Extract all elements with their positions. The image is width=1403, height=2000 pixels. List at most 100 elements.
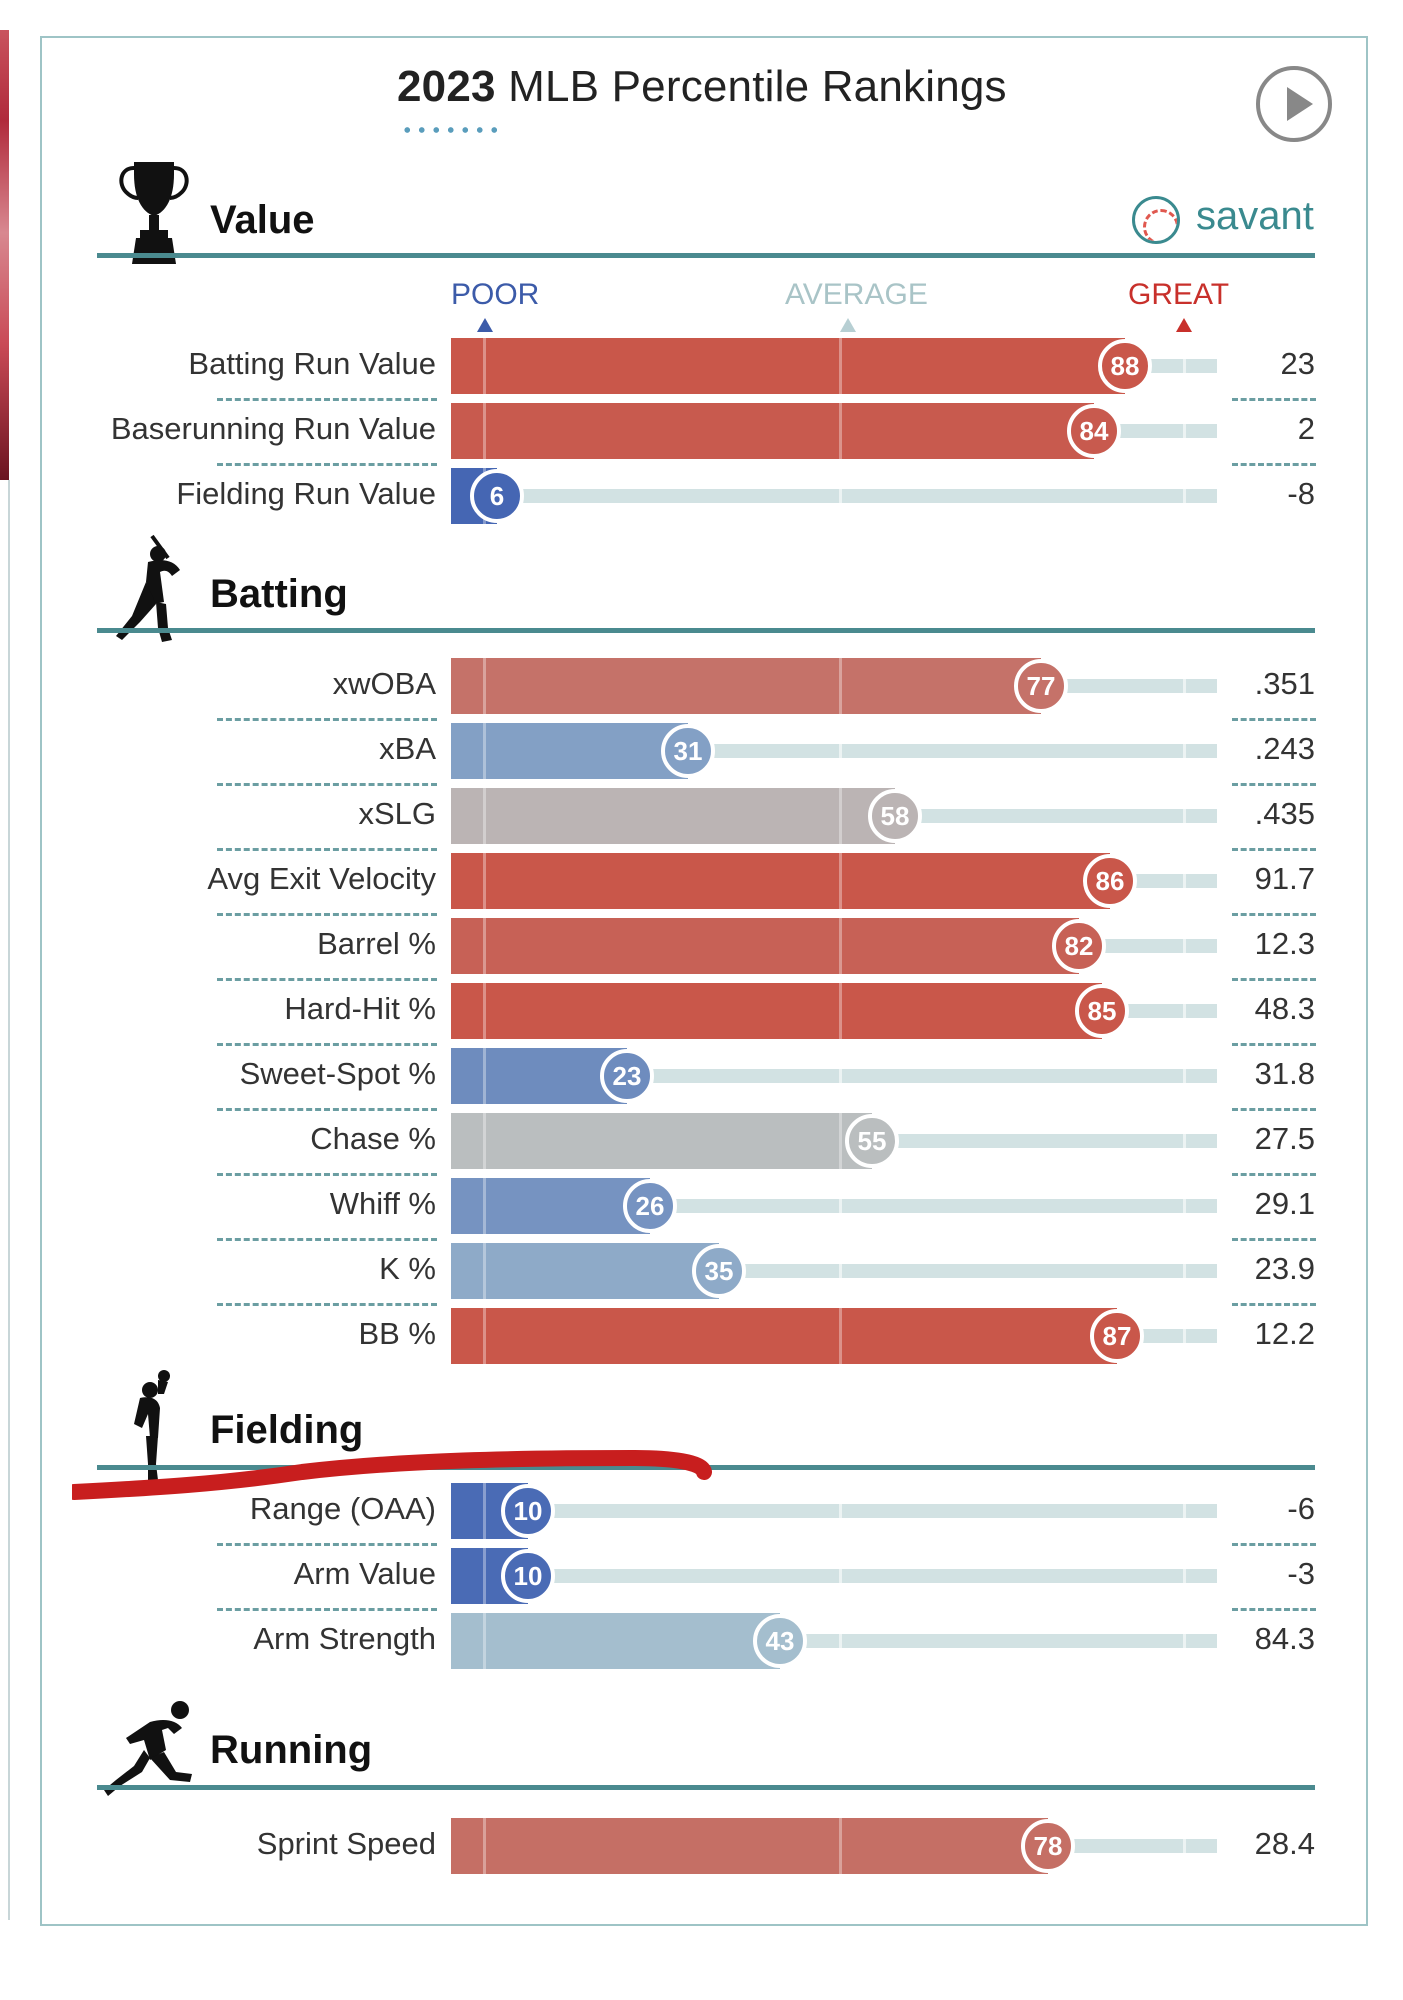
bar-tick	[839, 853, 842, 909]
track-tick	[1183, 1569, 1186, 1583]
bar-tick	[483, 723, 486, 779]
metric-row[interactable]: Hard-Hit % 48.3 85	[0, 983, 1403, 1039]
track-tick	[1183, 939, 1186, 953]
percentile-badge: 85	[1075, 984, 1129, 1038]
row-separator	[217, 913, 437, 916]
scale-label-great: GREAT	[1128, 278, 1230, 311]
metric-row[interactable]: Fielding Run Value -8 6	[0, 468, 1403, 524]
metric-value: 23	[1280, 346, 1315, 381]
track-tick	[839, 744, 842, 758]
row-separator	[1232, 978, 1316, 981]
title-dotted-underline	[400, 126, 504, 134]
percentile-bar	[451, 1308, 1117, 1364]
bar-tick	[839, 983, 842, 1039]
metric-label: xwOBA	[332, 666, 436, 701]
row-separator	[1232, 783, 1316, 786]
percentile-track	[528, 1569, 1217, 1583]
metric-row[interactable]: Arm Strength 84.3 43	[0, 1613, 1403, 1669]
percentile-badge: 43	[753, 1614, 807, 1668]
percentile-bar	[451, 983, 1102, 1039]
row-separator	[1232, 1173, 1316, 1176]
row-separator	[217, 718, 437, 721]
bar-tick	[483, 1548, 486, 1604]
metric-value: 91.7	[1254, 861, 1315, 896]
track-tick	[1183, 1839, 1186, 1853]
percentile-track	[528, 1504, 1217, 1518]
metric-row[interactable]: Avg Exit Velocity 91.7 86	[0, 853, 1403, 909]
metric-label: Whiff %	[329, 1186, 436, 1221]
percentile-badge: 10	[501, 1484, 555, 1538]
metric-row[interactable]: Sweet-Spot % 31.8 23	[0, 1048, 1403, 1104]
bar-tick	[839, 918, 842, 974]
metric-value: 31.8	[1254, 1056, 1315, 1091]
metric-row[interactable]: Sprint Speed 28.4 78	[0, 1818, 1403, 1874]
metric-label: xBA	[379, 731, 436, 766]
metric-row[interactable]: Chase % 27.5 55	[0, 1113, 1403, 1169]
row-separator	[217, 1173, 437, 1176]
bar-tick	[483, 338, 486, 394]
metric-value: 27.5	[1254, 1121, 1315, 1156]
baseball-icon	[1132, 196, 1180, 244]
percentile-badge: 31	[661, 724, 715, 778]
percentile-badge: 10	[501, 1549, 555, 1603]
metric-row[interactable]: Batting Run Value 23 88	[0, 338, 1403, 394]
red-annotation-stroke	[72, 1449, 712, 1500]
percentile-bar	[451, 1613, 780, 1669]
track-tick	[839, 1504, 842, 1518]
great-marker-icon	[1176, 318, 1192, 332]
row-separator	[217, 398, 437, 401]
metric-value: 12.2	[1254, 1316, 1315, 1351]
metric-row[interactable]: BB % 12.2 87	[0, 1308, 1403, 1364]
bar-tick	[839, 403, 842, 459]
metric-label: Arm Value	[293, 1556, 436, 1591]
background-image-edge	[0, 30, 9, 480]
track-tick	[839, 1199, 842, 1213]
play-icon[interactable]	[1256, 66, 1332, 142]
track-tick	[839, 1634, 842, 1648]
row-separator	[217, 1303, 437, 1306]
percentile-badge: 78	[1021, 1819, 1075, 1873]
metric-row[interactable]: Baserunning Run Value 2 84	[0, 403, 1403, 459]
row-separator	[217, 1543, 437, 1546]
percentile-track	[895, 809, 1217, 823]
percentile-bar	[451, 918, 1079, 974]
bar-tick	[483, 403, 486, 459]
section-title-fielding: Fielding	[210, 1408, 364, 1452]
title-text: MLB Percentile Rankings	[508, 62, 1007, 111]
row-separator	[1232, 718, 1316, 721]
bar-tick	[483, 853, 486, 909]
runner-icon	[104, 1701, 192, 1796]
percentile-badge: 88	[1098, 339, 1152, 393]
metric-label: Batting Run Value	[188, 346, 436, 381]
metric-row[interactable]: xBA .243 31	[0, 723, 1403, 779]
metric-row[interactable]: Arm Value -3 10	[0, 1548, 1403, 1604]
percentile-track	[688, 744, 1217, 758]
metric-row[interactable]: xwOBA .351 77	[0, 658, 1403, 714]
percentile-track	[1079, 939, 1217, 953]
row-separator	[1232, 1608, 1316, 1611]
metric-row[interactable]: xSLG .435 58	[0, 788, 1403, 844]
metric-label: Sprint Speed	[256, 1826, 436, 1861]
bar-tick	[839, 1818, 842, 1874]
bar-tick	[483, 918, 486, 974]
track-tick	[1183, 1004, 1186, 1018]
metric-value: .435	[1254, 796, 1315, 831]
row-separator	[1232, 1543, 1316, 1546]
percentile-bar	[451, 853, 1110, 909]
track-tick	[1183, 809, 1186, 823]
metric-value: -6	[1287, 1491, 1315, 1526]
row-separator	[1232, 848, 1316, 851]
metric-row[interactable]: K % 23.9 35	[0, 1243, 1403, 1299]
metric-row[interactable]: Whiff % 29.1 26	[0, 1178, 1403, 1234]
metric-row[interactable]: Barrel % 12.3 82	[0, 918, 1403, 974]
metric-label: Hard-Hit %	[284, 991, 436, 1026]
metric-label: BB %	[358, 1316, 436, 1351]
percentile-badge: 86	[1083, 854, 1137, 908]
scale-label-poor: POOR	[451, 278, 540, 311]
percentile-track	[1102, 1004, 1217, 1018]
metric-row[interactable]: Range (OAA) -6 10	[0, 1483, 1403, 1539]
track-tick	[1183, 744, 1186, 758]
percentile-badge: 6	[470, 469, 524, 523]
track-tick	[1183, 679, 1186, 693]
percentile-bar	[451, 1113, 872, 1169]
